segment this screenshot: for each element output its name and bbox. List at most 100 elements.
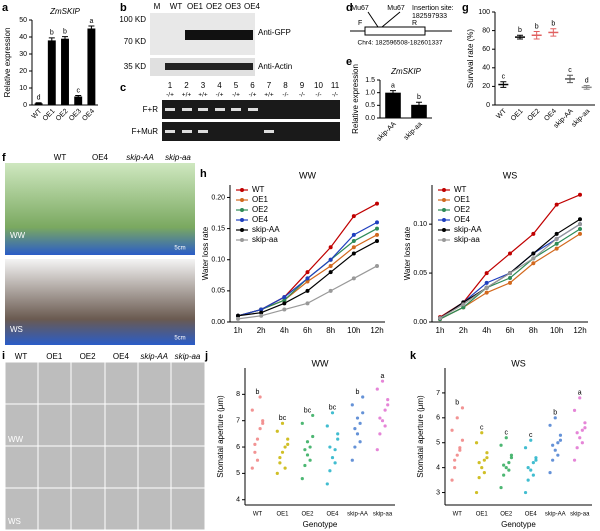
y-tick-label: 0 <box>486 102 490 109</box>
lane-number: 10 <box>314 81 323 90</box>
series-point <box>375 201 379 206</box>
error-bar <box>533 31 540 40</box>
y-tick-label: 0.0 <box>365 115 375 122</box>
data-point <box>250 466 254 470</box>
panel-letter: f <box>2 152 6 164</box>
y-tick-label: 0.20 <box>211 194 225 201</box>
series-point <box>508 280 512 285</box>
legend-label: skip-AA <box>454 225 482 234</box>
data-point <box>386 403 390 407</box>
data-point <box>303 448 307 452</box>
data-point <box>575 431 579 435</box>
data-point <box>477 461 481 465</box>
data-point <box>502 473 506 477</box>
data-point <box>480 431 484 435</box>
data-point <box>353 426 357 431</box>
data-point <box>474 490 479 495</box>
series-point <box>531 251 536 256</box>
data-point <box>350 458 354 462</box>
insertion-arrows <box>367 11 401 28</box>
lane-number: 2 <box>184 81 189 90</box>
marker-label: 100 KD <box>119 15 146 24</box>
data-point <box>583 421 587 425</box>
data-point <box>350 403 354 407</box>
stomata-grid <box>37 362 172 530</box>
panel-letter: j <box>204 350 208 362</box>
data-point <box>482 458 486 462</box>
y-tick-label: 80 <box>482 27 490 34</box>
legend-label: OE4 <box>252 215 269 224</box>
x-tick-label: skip-AA <box>376 121 398 143</box>
error-bar <box>390 90 396 96</box>
series-point <box>351 245 356 250</box>
legend-label: skip-aa <box>252 235 278 244</box>
data-point <box>453 466 457 470</box>
significance-letter: c <box>505 430 509 437</box>
y-tick-label: 40 <box>19 34 27 41</box>
photo-ws <box>5 259 195 345</box>
data-point <box>283 445 287 449</box>
series-point <box>508 271 512 276</box>
data-point <box>280 421 285 425</box>
data-point <box>523 446 528 450</box>
data-point <box>529 468 533 472</box>
data-point <box>311 434 315 439</box>
data-point <box>253 442 257 447</box>
condition-label: WS <box>10 325 23 334</box>
panel-letter: d <box>346 2 353 14</box>
y-tick-label: 60 <box>482 46 490 53</box>
locus-label: Chr4: 182596508-182601337 <box>358 40 443 47</box>
series-point <box>305 270 310 275</box>
data-point <box>504 436 508 440</box>
genotype-label: OE2 <box>80 352 97 361</box>
x-tick-label: OE2 <box>55 108 70 123</box>
genotype-label: -/- <box>299 92 305 99</box>
series-point <box>484 285 489 290</box>
data-point <box>477 476 481 480</box>
genotype-label: +/+ <box>264 92 274 99</box>
significance-letter: a <box>578 390 582 397</box>
legend-marker <box>442 228 446 232</box>
chart-title: ZmSKIP <box>390 67 421 76</box>
x-tick-label: 6h <box>303 326 312 335</box>
series-point <box>236 313 240 318</box>
chart-title: WS <box>511 358 526 368</box>
marker-label: 70 KD <box>124 37 146 46</box>
data-point <box>386 398 390 402</box>
legend-label: OE1 <box>252 195 269 204</box>
genotype-label: skip-AA <box>126 153 154 162</box>
y-tick-label: 1.5 <box>365 77 375 84</box>
series-point <box>375 263 379 268</box>
data-point <box>453 458 457 462</box>
data-point <box>358 421 362 425</box>
data-point <box>480 466 484 470</box>
data-point <box>553 448 557 452</box>
data-point <box>474 441 479 445</box>
data-point <box>353 445 357 449</box>
series-point <box>282 307 287 312</box>
x-tick-label: WT <box>495 107 508 120</box>
data-point <box>258 395 262 399</box>
genotype-label: -/+ <box>166 92 174 99</box>
data-point <box>300 477 304 481</box>
primer-label: R <box>412 20 417 27</box>
legend-label: OE2 <box>252 205 269 214</box>
y-tick-label: 4 <box>236 497 240 504</box>
error-bar <box>75 94 82 99</box>
data-point <box>286 437 290 441</box>
insertion-site-label: Insertion site: <box>412 5 454 12</box>
x-tick-label: WT <box>253 512 263 518</box>
series-point <box>351 239 356 244</box>
data-point <box>375 387 379 391</box>
series-point <box>484 290 489 295</box>
significance-letter: b <box>63 29 67 36</box>
series-point <box>305 276 310 281</box>
data-point <box>261 421 265 425</box>
genotype-label: OE4 <box>113 352 130 361</box>
series-point <box>461 305 466 310</box>
x-tick-label: 8h <box>326 326 335 335</box>
x-tick-label: 1h <box>234 326 243 335</box>
series-point <box>282 298 287 303</box>
data-point <box>378 416 382 420</box>
genotype-label: OE4 <box>92 153 109 162</box>
